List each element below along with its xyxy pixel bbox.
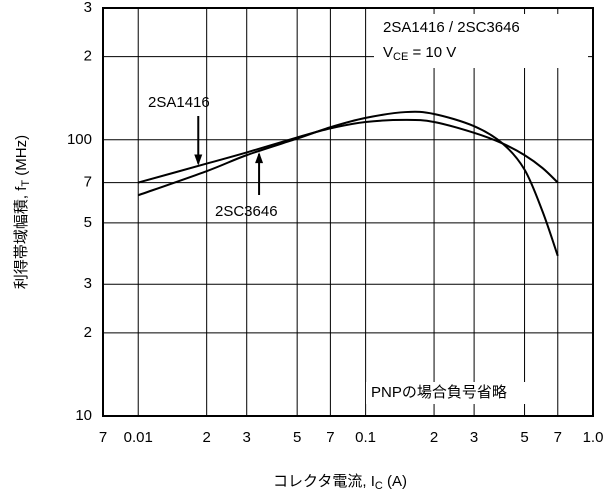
y-axis-label: 利得帯域幅積, fT (MHz) (13, 135, 32, 289)
y-tick-label: 3 (84, 275, 92, 292)
note-annotation: PNPの場合負号省略 (371, 384, 507, 401)
device-annotation: 2SA1416 / 2SC3646 (383, 19, 520, 36)
arrow-head (255, 152, 264, 164)
series-line (137, 118, 559, 184)
y-tick-label: 3 (84, 0, 92, 16)
x-tick-label: 5 (520, 429, 528, 446)
x-tick-label: 7 (326, 429, 334, 446)
condition-part: V (383, 44, 393, 61)
y-label-part: 利得帯域幅積, f (13, 186, 30, 289)
series-label: 2SA1416 (148, 94, 210, 111)
y-label-subscript: T (20, 180, 32, 187)
x-tick-label: 1.0 (583, 429, 604, 446)
series-label: 2SC3646 (215, 203, 278, 220)
y-tick-label: 2 (84, 48, 92, 65)
x-label-part: (A) (383, 473, 407, 490)
condition-part: = 10 V (408, 44, 456, 61)
x-label-subscript: C (375, 480, 383, 492)
x-axis-label: コレクタ電流, IC (A) (273, 473, 407, 492)
y-tick-label: 100 (67, 131, 92, 148)
x-tick-label: 7 (554, 429, 562, 446)
y-tick-label: 7 (84, 174, 92, 191)
series-line (137, 110, 559, 257)
x-tick-label: 2 (203, 429, 211, 446)
y-tick-label: 5 (84, 214, 92, 231)
x-label-part: コレクタ電流, I (273, 473, 375, 490)
x-tick-label: 5 (293, 429, 301, 446)
plot-frame (102, 7, 594, 417)
y-tick-label: 2 (84, 324, 92, 341)
y-tick-label: 10 (75, 407, 92, 424)
x-tick-label: 0.1 (355, 429, 376, 446)
x-tick-label: 3 (470, 429, 478, 446)
x-tick-label: 0.01 (124, 429, 153, 446)
y-label-part: (MHz) (13, 135, 30, 180)
note-background (366, 382, 552, 404)
condition-subscript: CE (393, 51, 408, 63)
condition-annotation: VCE = 10 V (383, 44, 456, 63)
x-tick-label: 2 (430, 429, 438, 446)
x-tick-label: 3 (243, 429, 251, 446)
annotation-background (374, 14, 588, 68)
arrow-head (194, 154, 203, 166)
x-tick-label: 7 (99, 429, 107, 446)
